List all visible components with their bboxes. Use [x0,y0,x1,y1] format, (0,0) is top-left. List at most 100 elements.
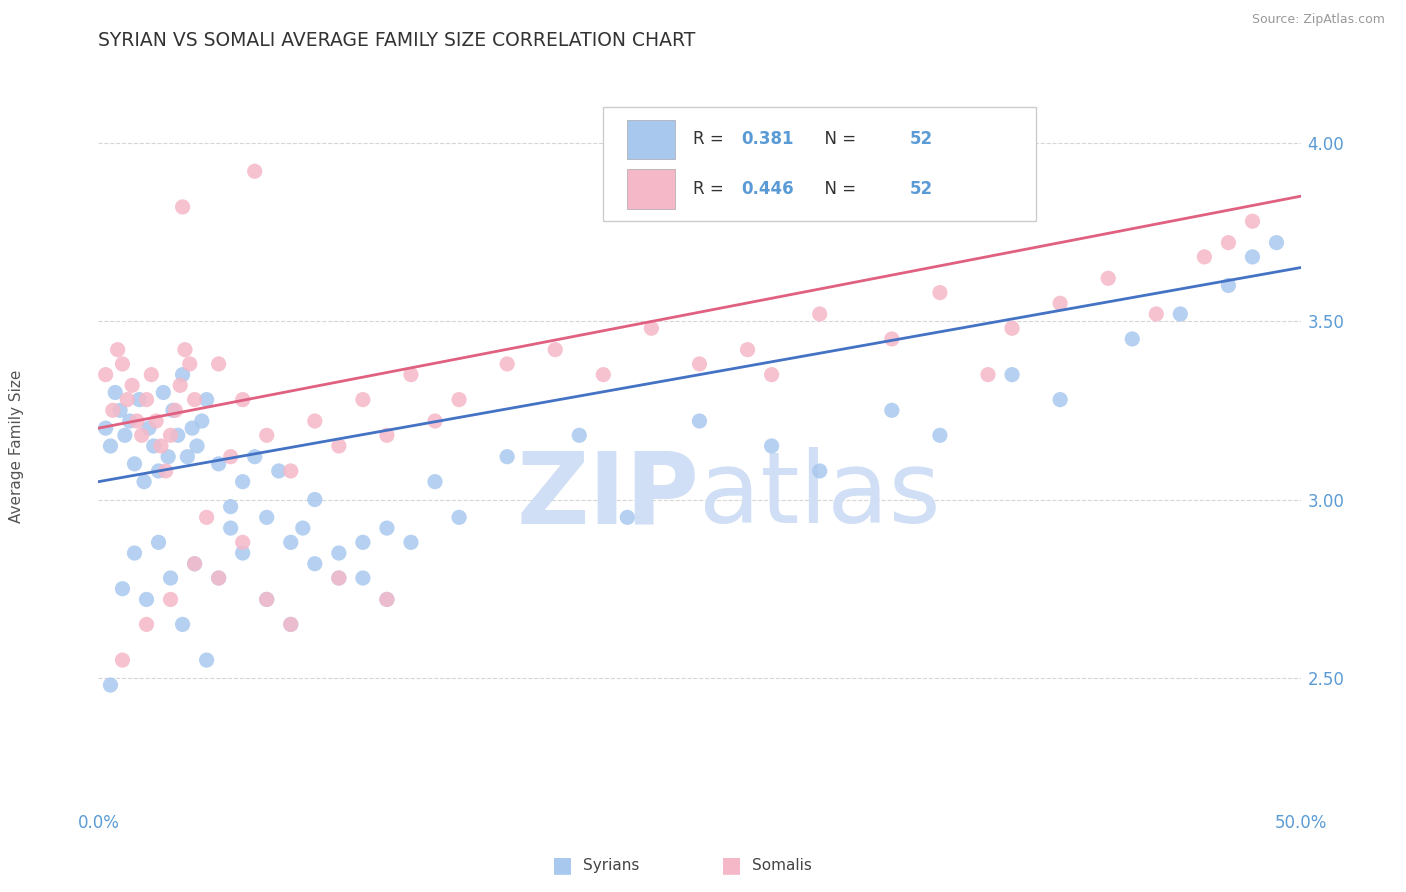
Point [169,378,191,392]
Point [111,653,134,667]
Point [447,392,470,407]
Text: 52: 52 [910,180,934,198]
Point [101,403,124,417]
Point [977,368,1000,382]
Bar [627,169,675,209]
Point [232,475,254,489]
Point [195,510,218,524]
Point [183,557,205,571]
Point [174,343,197,357]
Point [208,357,231,371]
Point [208,571,231,585]
Point [124,457,146,471]
Point [1001,321,1024,335]
Point [219,500,242,514]
Point [592,368,614,382]
Point [142,439,165,453]
Text: R =: R = [693,130,730,148]
Point [689,414,711,428]
Point [328,571,350,585]
Point [761,439,783,453]
Point [157,450,180,464]
Point [132,475,155,489]
Point [496,450,519,464]
Point [399,535,422,549]
Point [172,368,194,382]
Text: Average Family Size: Average Family Size [10,369,24,523]
Point [159,571,181,585]
Point [135,592,157,607]
Point [256,428,278,442]
Text: ZIP: ZIP [516,448,700,544]
Point [176,450,198,464]
Point [375,428,398,442]
Point [219,450,242,464]
Point [114,428,136,442]
Text: 0.381: 0.381 [741,130,794,148]
Point [195,392,218,407]
Point [145,414,167,428]
Text: SYRIAN VS SOMALI AVERAGE FAMILY SIZE CORRELATION CHART: SYRIAN VS SOMALI AVERAGE FAMILY SIZE COR… [98,31,696,50]
Point [1241,250,1264,264]
Point [352,535,374,549]
Point [181,421,204,435]
Text: atlas: atlas [700,448,941,544]
Point [94,421,117,435]
Point [1049,392,1071,407]
Point [195,653,218,667]
Point [148,464,170,478]
Point [375,592,398,607]
Point [880,332,903,346]
Point [183,392,205,407]
Point [243,450,266,464]
Text: 0.446: 0.446 [741,180,794,198]
Point [291,521,314,535]
Point [159,592,181,607]
Point [186,439,208,453]
Point [304,557,326,571]
Text: N =: N = [814,130,860,148]
Point [808,464,831,478]
Point [131,428,153,442]
Text: Syrians: Syrians [583,858,640,872]
Point [121,378,143,392]
Point [256,592,278,607]
Point [208,571,231,585]
Point [162,403,184,417]
Point [111,357,134,371]
Point [280,464,302,478]
Point [1241,214,1264,228]
Point [141,368,163,382]
Point [256,592,278,607]
Point [166,428,188,442]
Point [616,510,638,524]
Point [94,368,117,382]
Point [149,439,172,453]
Point [689,357,711,371]
Point [352,571,374,585]
Point [280,617,302,632]
Point [208,457,231,471]
Point [183,557,205,571]
Point [104,385,127,400]
Bar [627,120,675,159]
Point [1121,332,1143,346]
Point [138,421,160,435]
Point [135,392,157,407]
Point [152,385,174,400]
Point [328,439,350,453]
Point [172,200,194,214]
Point [423,475,446,489]
Point [267,464,290,478]
Point [179,357,201,371]
Point [1097,271,1119,285]
Point [159,428,181,442]
Point [124,546,146,560]
Text: Source: ZipAtlas.com: Source: ZipAtlas.com [1251,13,1385,27]
Point [172,617,194,632]
Point [219,521,242,535]
Text: N =: N = [814,180,860,198]
Point [640,321,662,335]
Text: 52: 52 [910,130,934,148]
Point [155,464,177,478]
